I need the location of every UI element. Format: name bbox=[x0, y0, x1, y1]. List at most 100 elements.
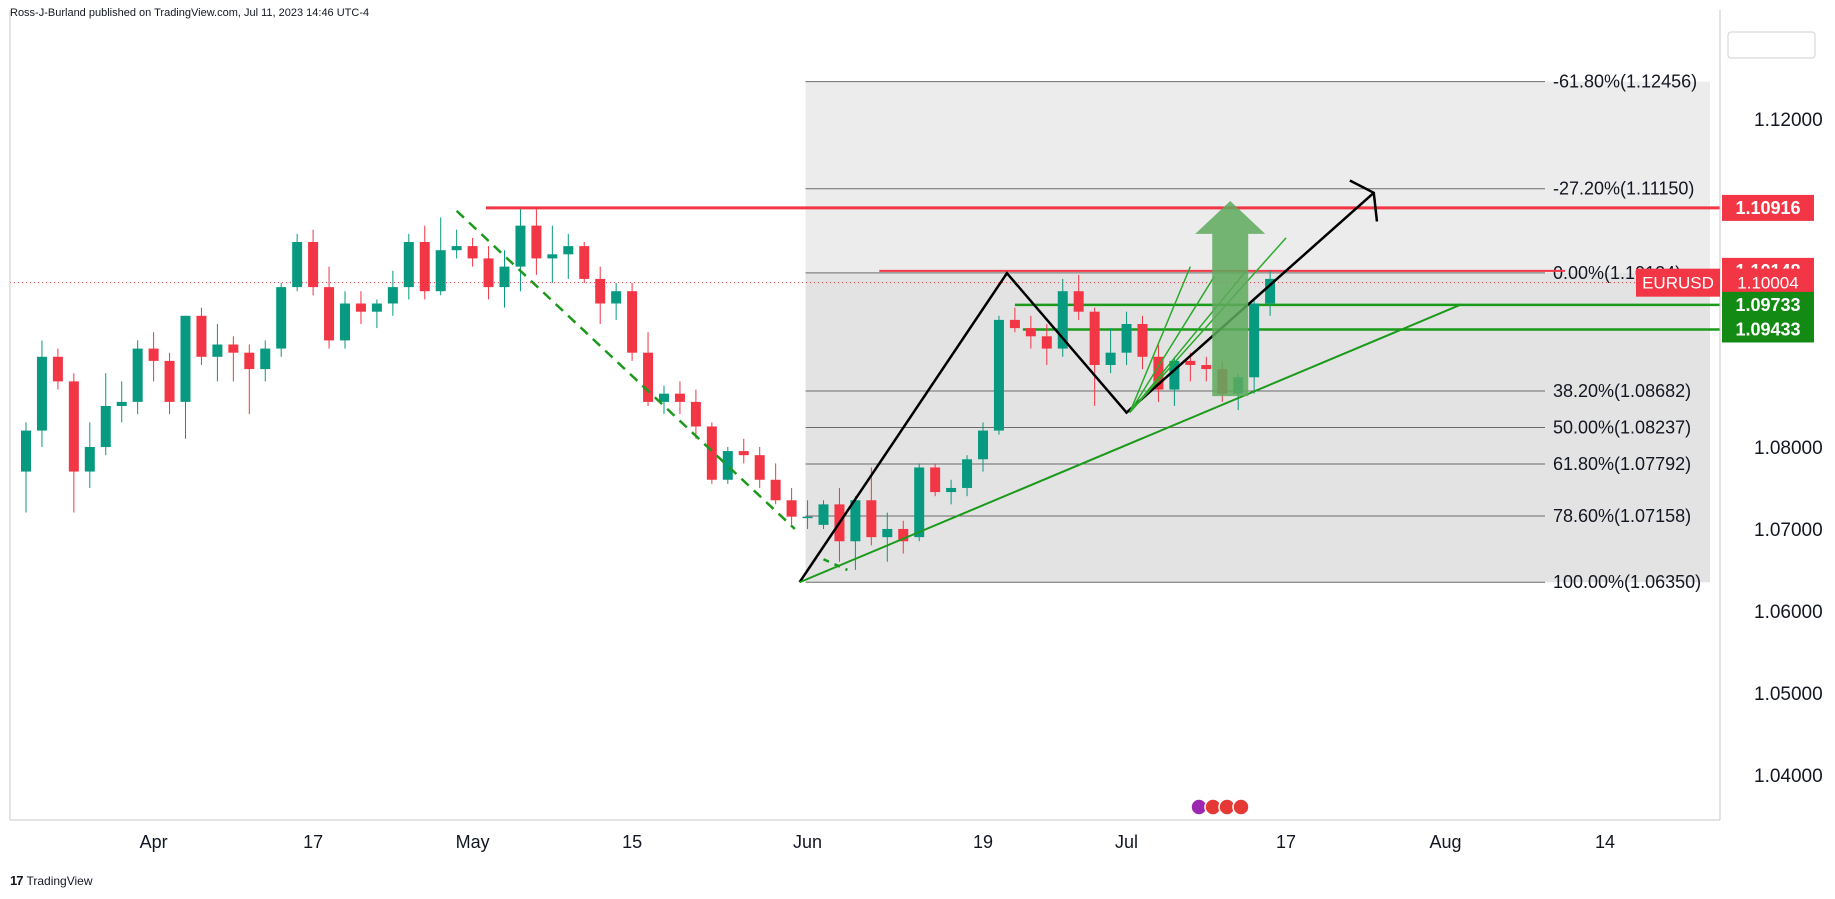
fan-line bbox=[1129, 266, 1192, 413]
event-icons bbox=[1190, 798, 1250, 816]
zigzag-projection bbox=[798, 191, 1375, 583]
x-tick-label: Apr bbox=[140, 832, 168, 852]
candle-body bbox=[451, 246, 462, 251]
candle-body bbox=[419, 242, 430, 292]
candle-body bbox=[52, 356, 63, 382]
price-badge bbox=[1722, 316, 1814, 343]
candle-body bbox=[818, 504, 829, 525]
candle-body bbox=[1169, 360, 1180, 390]
candle-body bbox=[882, 528, 893, 538]
price-badge bbox=[1722, 291, 1814, 318]
price-badge-label: 1.09733 bbox=[1735, 295, 1800, 315]
y-tick-label: 1.08000 bbox=[1754, 438, 1823, 459]
candle-body bbox=[850, 500, 861, 542]
candle-body bbox=[260, 348, 271, 370]
fib-level-label: -61.80%(1.12456) bbox=[1553, 72, 1697, 92]
candle-body bbox=[21, 430, 31, 472]
price-badge-label: 1.09433 bbox=[1735, 319, 1800, 339]
publisher-header: Ross-J-Burland published on TradingView.… bbox=[10, 7, 370, 19]
candle-body bbox=[659, 393, 669, 402]
candle-body bbox=[68, 381, 79, 472]
x-tick-label: 14 bbox=[1595, 832, 1615, 852]
economic-event-icon bbox=[1232, 798, 1250, 816]
candle-body bbox=[563, 246, 574, 255]
candle-body bbox=[116, 401, 127, 406]
x-tick-label: 15 bbox=[622, 832, 642, 852]
downtrend-line-tail bbox=[822, 558, 848, 572]
candle-body bbox=[627, 291, 638, 353]
candle-body bbox=[690, 401, 701, 427]
candle-body bbox=[435, 250, 446, 292]
candle-body bbox=[84, 446, 95, 472]
trend-drawings bbox=[455, 179, 1462, 584]
candle-body bbox=[754, 455, 765, 480]
trend-fan-line bbox=[799, 303, 1462, 584]
candle-body bbox=[962, 459, 973, 488]
candle-body bbox=[371, 303, 382, 312]
candle-body bbox=[786, 500, 797, 517]
candle-body bbox=[244, 352, 255, 370]
fib-level-label: 100.00%(1.06350) bbox=[1553, 572, 1701, 592]
projection-arrowhead bbox=[1349, 179, 1379, 222]
bullish-arrow bbox=[1195, 201, 1266, 397]
price-badge-label: 1.10916 bbox=[1735, 198, 1800, 218]
candle-body bbox=[993, 319, 1004, 431]
candle-body bbox=[1089, 311, 1100, 365]
downtrend-line bbox=[455, 209, 796, 530]
fib-level-label: -27.20%(1.11150) bbox=[1553, 179, 1694, 199]
candle-body bbox=[196, 315, 207, 357]
candle-body bbox=[1185, 360, 1196, 365]
tradingview-brand[interactable]: 17 TradingView bbox=[10, 873, 93, 888]
fib-level-label: 50.00%(1.08237) bbox=[1553, 418, 1691, 438]
candle-body bbox=[164, 360, 175, 402]
symbol-badge-label: EURUSD bbox=[1642, 274, 1714, 293]
x-tick-label: Aug bbox=[1430, 832, 1462, 852]
candle-body bbox=[499, 266, 510, 288]
x-tick-label: Jun bbox=[793, 832, 822, 852]
y-tick-label: 1.05000 bbox=[1754, 684, 1823, 705]
fan-line bbox=[1129, 276, 1215, 413]
candle-body bbox=[1009, 319, 1020, 329]
candle-body bbox=[1249, 303, 1260, 378]
candle-body bbox=[180, 315, 191, 402]
last-price-label: 1.10004 bbox=[1737, 274, 1798, 293]
x-tick-label: Jul bbox=[1115, 832, 1138, 852]
candle-body bbox=[292, 242, 303, 288]
candle-body bbox=[706, 426, 717, 480]
candle-body bbox=[898, 528, 909, 542]
candle-body bbox=[276, 287, 287, 349]
candle-body bbox=[930, 467, 941, 493]
candle-body bbox=[547, 254, 558, 259]
candle-body bbox=[978, 430, 988, 460]
candle-body bbox=[1025, 328, 1036, 337]
candle-body bbox=[914, 467, 925, 538]
candle-body bbox=[1121, 323, 1132, 353]
fib-extension-zone bbox=[805, 81, 1710, 273]
fibonacci-zone: -61.80%(1.12456)-27.20%(1.11150)0.00%(1.… bbox=[805, 72, 1710, 592]
candle-body bbox=[1105, 352, 1116, 365]
candle-body bbox=[802, 516, 813, 519]
candle-body bbox=[866, 500, 877, 538]
candle-body bbox=[228, 344, 239, 353]
y-tick-label: 1.04000 bbox=[1754, 766, 1823, 787]
candle-body bbox=[212, 344, 223, 357]
brand-label: TradingView bbox=[26, 873, 93, 888]
candle-body bbox=[340, 303, 350, 341]
price-badges: 1.109161.10148EURUSD1.1000402:13:421.097… bbox=[1636, 194, 1814, 343]
candle-body bbox=[403, 242, 414, 288]
candle-body bbox=[387, 287, 398, 304]
x-tick-label: 17 bbox=[303, 832, 323, 852]
candle-body bbox=[1265, 278, 1276, 304]
candle-body bbox=[531, 225, 542, 259]
candle-body bbox=[100, 405, 111, 447]
candle-body bbox=[770, 479, 781, 501]
y-tick-label: 1.06000 bbox=[1754, 602, 1823, 623]
candle-body bbox=[308, 242, 319, 288]
candle-body bbox=[148, 348, 159, 361]
y-tick-label: 1.12000 bbox=[1754, 110, 1823, 131]
y-tick-label: 1.07000 bbox=[1754, 520, 1823, 541]
symbol-badge bbox=[1636, 268, 1720, 297]
candle-body bbox=[355, 303, 366, 312]
fib-level-label: 78.60%(1.07158) bbox=[1553, 506, 1691, 526]
